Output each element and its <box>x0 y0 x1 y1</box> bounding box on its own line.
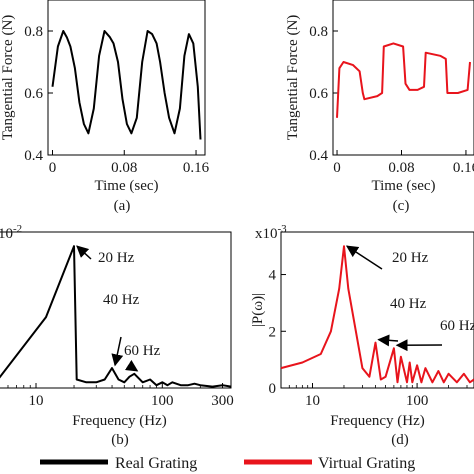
panel-caption: (d) <box>391 432 409 448</box>
annotation-label: 20 Hz <box>392 250 429 266</box>
y-exponent-label: x10-3 <box>255 223 287 242</box>
y-tick-label: 0 <box>269 381 277 397</box>
panel-caption: (a) <box>114 198 131 214</box>
x-tick-label: 0 <box>49 160 57 176</box>
annotation-label: 40 Hz <box>103 292 140 308</box>
x-tick-label: 0 <box>333 160 341 176</box>
y-exponent-power: -3 <box>278 223 288 235</box>
plot-frame <box>332 0 474 156</box>
annotation-label: 40 Hz <box>390 296 427 312</box>
y-tick-label: 0.6 <box>24 86 43 102</box>
annotation-arrow <box>76 245 92 260</box>
y-tick-label: 0.8 <box>24 24 43 40</box>
annotation-label: 20 Hz <box>98 250 135 266</box>
x-tick-label: 100 <box>151 393 174 409</box>
y-tick-label: 0.8 <box>309 24 328 40</box>
plot-frame <box>0 231 232 389</box>
x-axis-label: Frequency (Hz) <box>72 413 167 429</box>
x-tick-label: 0.16 <box>183 160 210 176</box>
series-line <box>0 245 232 388</box>
annotation-arrow <box>377 334 399 347</box>
legend-label-virtual: Virtual Grating <box>318 455 415 472</box>
x-axis-label: Frequency (Hz) <box>330 413 425 429</box>
y-tick-label: 0.4 <box>309 148 328 164</box>
x-axis-label: Time (sec) <box>94 178 158 194</box>
panel-c: 0 0.08 0.16 0.4 0.6 0.8 Time (sec) (c) Tangentia… <box>285 0 474 214</box>
y-exponent-base: 10 <box>0 226 13 242</box>
x-tick-label: 100 <box>406 393 429 409</box>
x-tick-label: 10 <box>29 393 44 409</box>
x-tick-label: 300 <box>211 393 234 409</box>
y-tick-label: 4 <box>269 268 277 284</box>
y-exponent-power: -2 <box>13 223 22 235</box>
annotation-arrow <box>345 245 383 270</box>
chart-panels: 0 0.08 0.16 0.4 0.6 0.8 Time (sec) (a) Tangentia… <box>0 0 474 448</box>
annotation-label: 60 Hz <box>124 343 161 359</box>
series-line <box>280 245 474 384</box>
panel-d: 10 100 0 2 4 x10-3 Frequency (Hz) (d) |P(ω)| 20 H… <box>250 223 474 448</box>
panel-caption: (b) <box>111 432 129 448</box>
x-axis-label: Time (sec) <box>371 178 435 194</box>
annotation-arrow <box>124 359 139 372</box>
panel-caption: (c) <box>393 198 410 214</box>
panel-a: 0 0.08 0.16 0.4 0.6 0.8 Time (sec) (a) Tangentia… <box>0 0 210 214</box>
legend: Real Grating Virtual Grating <box>40 455 415 472</box>
annotation-label: 60 Hz <box>440 318 474 334</box>
y-tick-label: 2 <box>269 324 277 340</box>
x-tick-label: 0.08 <box>111 160 137 176</box>
series-line <box>336 42 471 118</box>
y-axis-label: Tangential Force (N) <box>285 15 301 141</box>
x-tick-label: 0.08 <box>388 160 414 176</box>
annotation-arrow <box>111 336 124 367</box>
x-tick-label: 0.16 <box>453 160 474 176</box>
y-exponent-base: x10 <box>255 226 278 242</box>
legend-label-real: Real Grating <box>115 455 197 472</box>
y-tick-label: 0.6 <box>309 86 328 102</box>
plot-frame <box>47 0 206 156</box>
y-tick-label: 0.4 <box>24 148 43 164</box>
x-tick-label: 10 <box>305 393 320 409</box>
y-axis-label: Tangential Force (N) <box>0 15 16 141</box>
plot-frame <box>280 231 474 389</box>
y-axis-label: |P(ω)| <box>250 293 266 327</box>
series-line <box>51 30 202 140</box>
y-exponent-label: 10-2 <box>0 223 22 242</box>
